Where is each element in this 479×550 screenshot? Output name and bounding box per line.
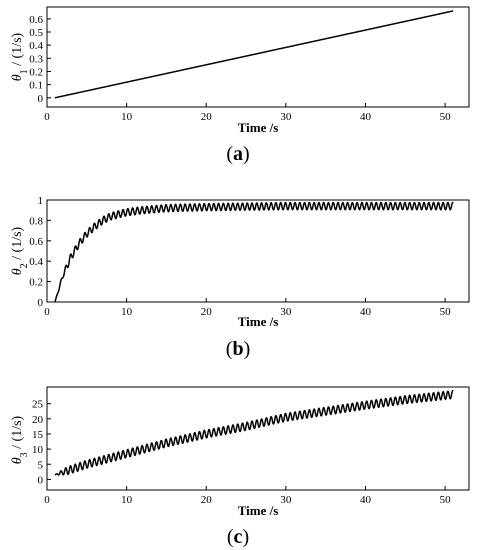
x-tick-label-b-0: 0 <box>44 306 50 318</box>
y-tick-label-c-4: 20 <box>32 414 44 426</box>
caption-c: (c) <box>227 526 249 548</box>
y-axis-subscript-b: 2 <box>19 263 30 268</box>
x-tick-label-c-2: 20 <box>201 494 213 506</box>
plot-frame-c <box>46 386 470 491</box>
y-tick-label-a-6: 0.6 <box>29 14 43 26</box>
caption-letter-a: a <box>233 143 243 165</box>
x-tick-label-a-0: 0 <box>44 111 50 123</box>
y-tick-label-c-0: 0 <box>38 474 44 486</box>
y-axis-unit-b: / (1/s) <box>10 226 25 263</box>
y-tick-label-c-3: 15 <box>32 429 44 441</box>
x-tick-label-c-0: 0 <box>44 494 50 506</box>
y-tick-label-b-1: 0.2 <box>29 277 43 289</box>
series-line-a <box>54 10 454 99</box>
y-axis-unit-c: / (1/s) <box>10 415 25 452</box>
y-tick-label-b-3: 0.6 <box>29 236 43 248</box>
plot-frame-b <box>46 199 470 303</box>
x-tick-label-b-2: 20 <box>201 306 213 318</box>
y-axis-unit-a: / (1/s) <box>10 32 25 69</box>
y-tick-label-b-5: 1 <box>38 195 44 207</box>
y-axis-title-a: θ1 / (1/s) <box>10 32 30 81</box>
y-tick-label-b-0: 0 <box>38 297 44 309</box>
ticks-b: 0 10 20 30 40 50 0 0.2 0.4 0.6 0.8 1 <box>29 195 451 318</box>
y-tick-label-b-4: 0.8 <box>29 215 43 227</box>
y-axis-subscript-c: 3 <box>19 452 30 457</box>
x-tick-label-a-4: 40 <box>360 111 372 123</box>
y-tick-label-a-0: 0 <box>38 93 44 105</box>
x-tick-label-c-4: 40 <box>360 494 372 506</box>
x-axis-title-a: Time /s <box>238 120 279 135</box>
y-axis-subscript-a: 1 <box>19 69 30 74</box>
x-axis-title-b: Time /s <box>238 314 279 329</box>
y-axis-title-c: θ3 / (1/s) <box>10 415 30 464</box>
y-tick-label-a-4: 0.4 <box>29 40 43 52</box>
x-tick-label-a-2: 20 <box>201 111 213 123</box>
x-tick-label-a-5: 50 <box>440 111 452 123</box>
y-axis-title-b: θ2 / (1/s) <box>10 226 30 275</box>
ticks-c: 0 10 20 30 40 50 0 5 10 15 20 25 <box>32 399 451 506</box>
y-tick-label-b-2: 0.4 <box>29 256 43 268</box>
panel-b: 0 10 20 30 40 50 0 0.2 0.4 0.6 0.8 1 Time /s θ2 / (… <box>10 195 470 360</box>
x-tick-label-b-4: 40 <box>360 306 372 318</box>
x-tick-label-c-1: 10 <box>121 494 133 506</box>
x-tick-label-b-5: 50 <box>440 306 452 318</box>
panel-c: 0 10 20 30 40 50 0 5 10 15 20 25 Time /s θ3 / (1/s)… <box>10 386 470 548</box>
x-tick-label-c-3: 30 <box>280 494 292 506</box>
y-tick-label-c-2: 10 <box>32 444 44 456</box>
y-tick-label-c-5: 25 <box>32 399 44 411</box>
caption-letter-c: c <box>234 526 243 548</box>
x-axis-title-c: Time /s <box>238 503 279 518</box>
y-axis-symbol-a: θ <box>10 74 25 81</box>
y-tick-label-c-1: 5 <box>38 459 44 471</box>
x-tick-label-b-3: 30 <box>280 306 292 318</box>
y-axis-symbol-b: θ <box>10 268 25 275</box>
y-tick-label-a-5: 0.5 <box>29 27 43 39</box>
caption-a: (a) <box>226 143 249 165</box>
x-tick-label-a-3: 30 <box>280 111 292 123</box>
plot-frame-a <box>46 6 470 108</box>
x-tick-label-a-1: 10 <box>121 111 133 123</box>
series-line-b <box>54 201 454 303</box>
y-axis-symbol-c: θ <box>10 457 25 464</box>
y-tick-label-a-1: 0.1 <box>29 80 43 92</box>
series-line-c <box>54 389 454 476</box>
caption-b: (b) <box>226 338 250 360</box>
y-tick-label-a-3: 0.3 <box>29 53 43 65</box>
caption-letter-b: b <box>232 338 243 360</box>
y-tick-label-a-2: 0.2 <box>29 66 43 78</box>
x-tick-label-b-1: 10 <box>121 306 133 318</box>
x-tick-label-c-5: 50 <box>440 494 452 506</box>
